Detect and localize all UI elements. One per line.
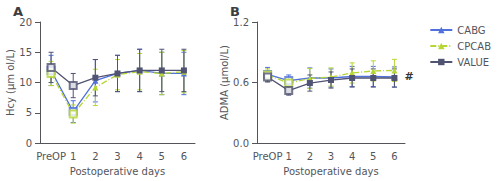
svg-text:CPCAB: CPCAB — [457, 41, 491, 52]
svg-text:B: B — [230, 4, 240, 19]
svg-text:1: 1 — [70, 151, 76, 162]
svg-text:1.2: 1.2 — [233, 16, 249, 28]
svg-text:1: 1 — [286, 151, 292, 162]
svg-text:2: 2 — [307, 151, 313, 162]
svg-text:VALUE: VALUE — [457, 57, 489, 68]
svg-text:CABG: CABG — [457, 25, 485, 36]
svg-text:15: 15 — [19, 47, 32, 58]
svg-text:4: 4 — [349, 151, 355, 162]
svg-text:5: 5 — [159, 151, 165, 162]
svg-text:PreOP: PreOP — [36, 151, 66, 162]
svg-text:3: 3 — [328, 151, 334, 162]
svg-text:5: 5 — [370, 151, 376, 162]
svg-text:Postoperative days: Postoperative days — [283, 166, 378, 177]
svg-text:A: A — [13, 4, 23, 19]
svg-text:0: 0 — [26, 138, 32, 149]
svg-text:6: 6 — [181, 151, 187, 162]
svg-text:0.0: 0.0 — [233, 138, 249, 149]
svg-text:20: 20 — [19, 16, 32, 28]
svg-text:2: 2 — [92, 151, 98, 162]
svg-text:Hcy (μm ol/L): Hcy (μm ol/L) — [5, 49, 16, 116]
svg-text:10: 10 — [19, 77, 32, 88]
svg-text:PreOP: PreOP — [253, 151, 283, 162]
svg-text:3: 3 — [114, 151, 120, 162]
svg-text:0.6: 0.6 — [233, 77, 249, 88]
svg-text:ADMA (μmol/L): ADMA (μmol/L) — [219, 45, 230, 120]
svg-text:6: 6 — [391, 151, 397, 162]
svg-text:#: # — [404, 70, 413, 83]
svg-text:4: 4 — [136, 151, 142, 162]
svg-text:5: 5 — [26, 107, 32, 118]
svg-text:Postoperative days: Postoperative days — [70, 166, 165, 177]
